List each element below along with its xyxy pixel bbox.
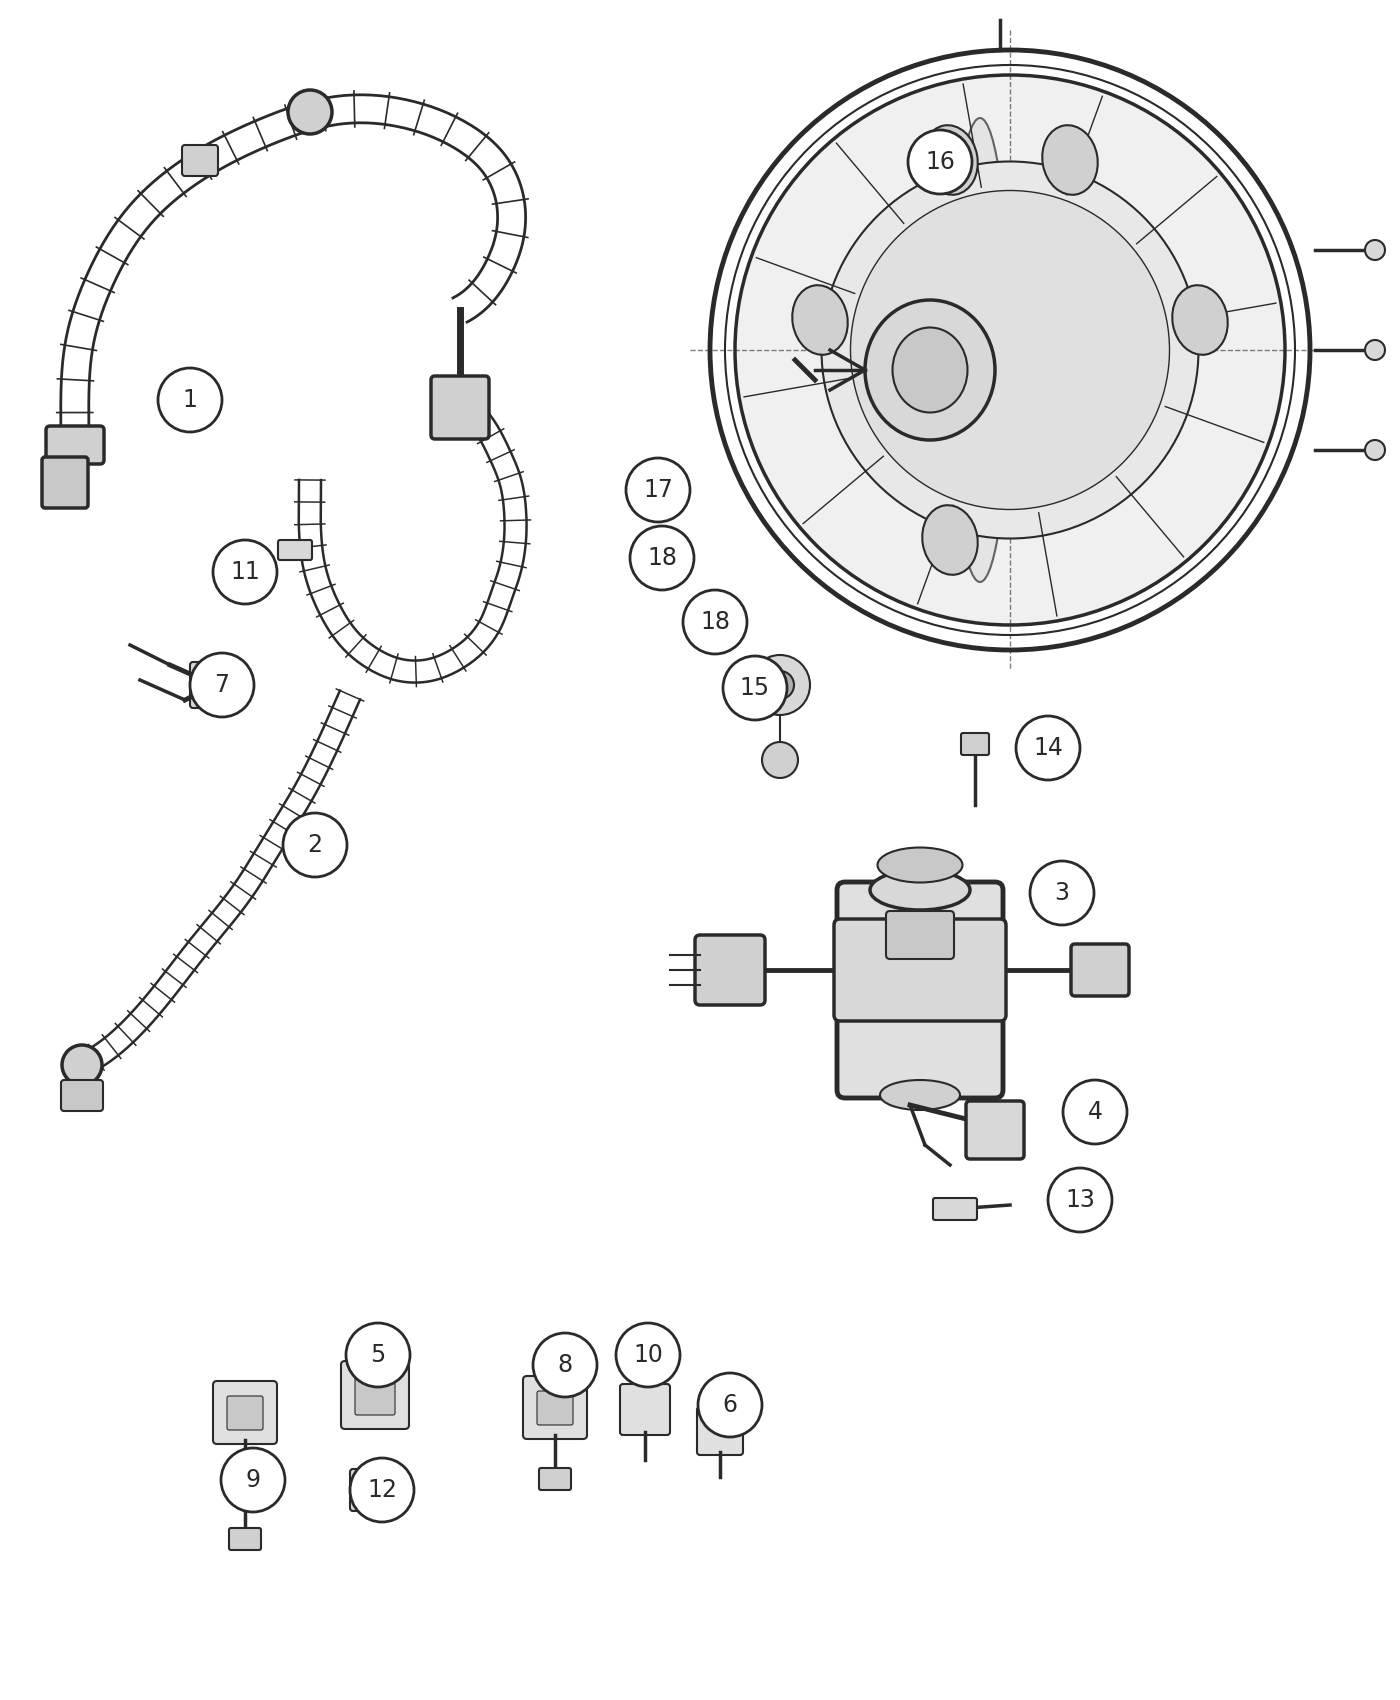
Text: 15: 15 xyxy=(741,677,770,700)
Circle shape xyxy=(1016,716,1079,780)
Ellipse shape xyxy=(1172,286,1228,355)
Circle shape xyxy=(350,1459,414,1522)
Text: 1: 1 xyxy=(182,388,197,411)
Ellipse shape xyxy=(893,328,967,413)
Circle shape xyxy=(1365,240,1385,260)
Circle shape xyxy=(288,90,332,134)
Text: 8: 8 xyxy=(557,1353,573,1377)
Text: 9: 9 xyxy=(245,1469,260,1493)
Ellipse shape xyxy=(792,286,848,355)
Circle shape xyxy=(626,457,690,522)
Text: 7: 7 xyxy=(214,673,230,697)
Ellipse shape xyxy=(923,126,977,196)
FancyBboxPatch shape xyxy=(697,1408,743,1455)
Text: 3: 3 xyxy=(1054,881,1070,904)
FancyBboxPatch shape xyxy=(62,1080,104,1112)
FancyBboxPatch shape xyxy=(524,1375,587,1438)
Text: 17: 17 xyxy=(643,478,673,502)
Text: 13: 13 xyxy=(1065,1188,1095,1212)
Ellipse shape xyxy=(923,505,977,575)
Circle shape xyxy=(213,541,277,604)
Text: 11: 11 xyxy=(230,559,260,585)
FancyBboxPatch shape xyxy=(966,1102,1023,1159)
FancyBboxPatch shape xyxy=(350,1469,400,1511)
Circle shape xyxy=(1049,1168,1112,1232)
Circle shape xyxy=(650,541,671,559)
Circle shape xyxy=(221,1448,286,1511)
Text: 6: 6 xyxy=(722,1392,738,1418)
Text: 18: 18 xyxy=(647,546,678,570)
Circle shape xyxy=(699,1374,762,1436)
Circle shape xyxy=(766,672,794,699)
Circle shape xyxy=(1030,860,1093,925)
FancyBboxPatch shape xyxy=(230,1528,260,1550)
Text: 2: 2 xyxy=(308,833,322,857)
Text: 14: 14 xyxy=(1033,736,1063,760)
Circle shape xyxy=(533,1333,596,1397)
Circle shape xyxy=(822,162,1198,539)
Text: 10: 10 xyxy=(633,1343,664,1367)
Text: 16: 16 xyxy=(925,150,955,173)
FancyBboxPatch shape xyxy=(960,733,988,755)
FancyBboxPatch shape xyxy=(886,911,953,959)
FancyBboxPatch shape xyxy=(837,882,1002,1098)
Circle shape xyxy=(735,75,1285,626)
FancyBboxPatch shape xyxy=(213,1380,277,1443)
FancyBboxPatch shape xyxy=(230,1472,260,1494)
FancyBboxPatch shape xyxy=(431,376,489,439)
Circle shape xyxy=(638,529,682,571)
FancyBboxPatch shape xyxy=(342,1362,409,1430)
Text: 18: 18 xyxy=(700,610,729,634)
Circle shape xyxy=(909,129,972,194)
FancyBboxPatch shape xyxy=(190,661,239,707)
FancyBboxPatch shape xyxy=(182,144,218,177)
Circle shape xyxy=(1063,1080,1127,1144)
FancyBboxPatch shape xyxy=(694,935,764,1005)
Circle shape xyxy=(750,654,811,716)
Circle shape xyxy=(701,607,738,643)
FancyBboxPatch shape xyxy=(539,1469,571,1489)
Ellipse shape xyxy=(869,870,970,910)
FancyBboxPatch shape xyxy=(834,920,1007,1022)
Circle shape xyxy=(346,1323,410,1387)
Ellipse shape xyxy=(878,848,963,882)
FancyBboxPatch shape xyxy=(1071,944,1128,996)
Text: 12: 12 xyxy=(367,1477,398,1503)
Text: 4: 4 xyxy=(1088,1100,1103,1124)
FancyBboxPatch shape xyxy=(46,427,104,464)
FancyBboxPatch shape xyxy=(42,457,88,508)
FancyBboxPatch shape xyxy=(620,1384,671,1435)
Circle shape xyxy=(190,653,253,717)
FancyBboxPatch shape xyxy=(356,1375,395,1414)
Circle shape xyxy=(762,741,798,779)
Ellipse shape xyxy=(865,299,995,440)
Circle shape xyxy=(1365,440,1385,461)
Circle shape xyxy=(851,190,1169,510)
FancyBboxPatch shape xyxy=(279,541,312,559)
Circle shape xyxy=(630,525,694,590)
Ellipse shape xyxy=(951,117,1009,581)
FancyBboxPatch shape xyxy=(538,1391,573,1425)
Circle shape xyxy=(713,617,728,632)
Circle shape xyxy=(62,1046,102,1085)
Circle shape xyxy=(1365,340,1385,360)
Ellipse shape xyxy=(881,1080,960,1110)
FancyBboxPatch shape xyxy=(932,1198,977,1221)
Circle shape xyxy=(283,813,347,877)
FancyBboxPatch shape xyxy=(227,1396,263,1430)
Circle shape xyxy=(158,367,223,432)
Circle shape xyxy=(683,590,748,654)
Text: 5: 5 xyxy=(371,1343,385,1367)
Ellipse shape xyxy=(1042,126,1098,196)
Circle shape xyxy=(616,1323,680,1387)
Circle shape xyxy=(722,656,787,721)
